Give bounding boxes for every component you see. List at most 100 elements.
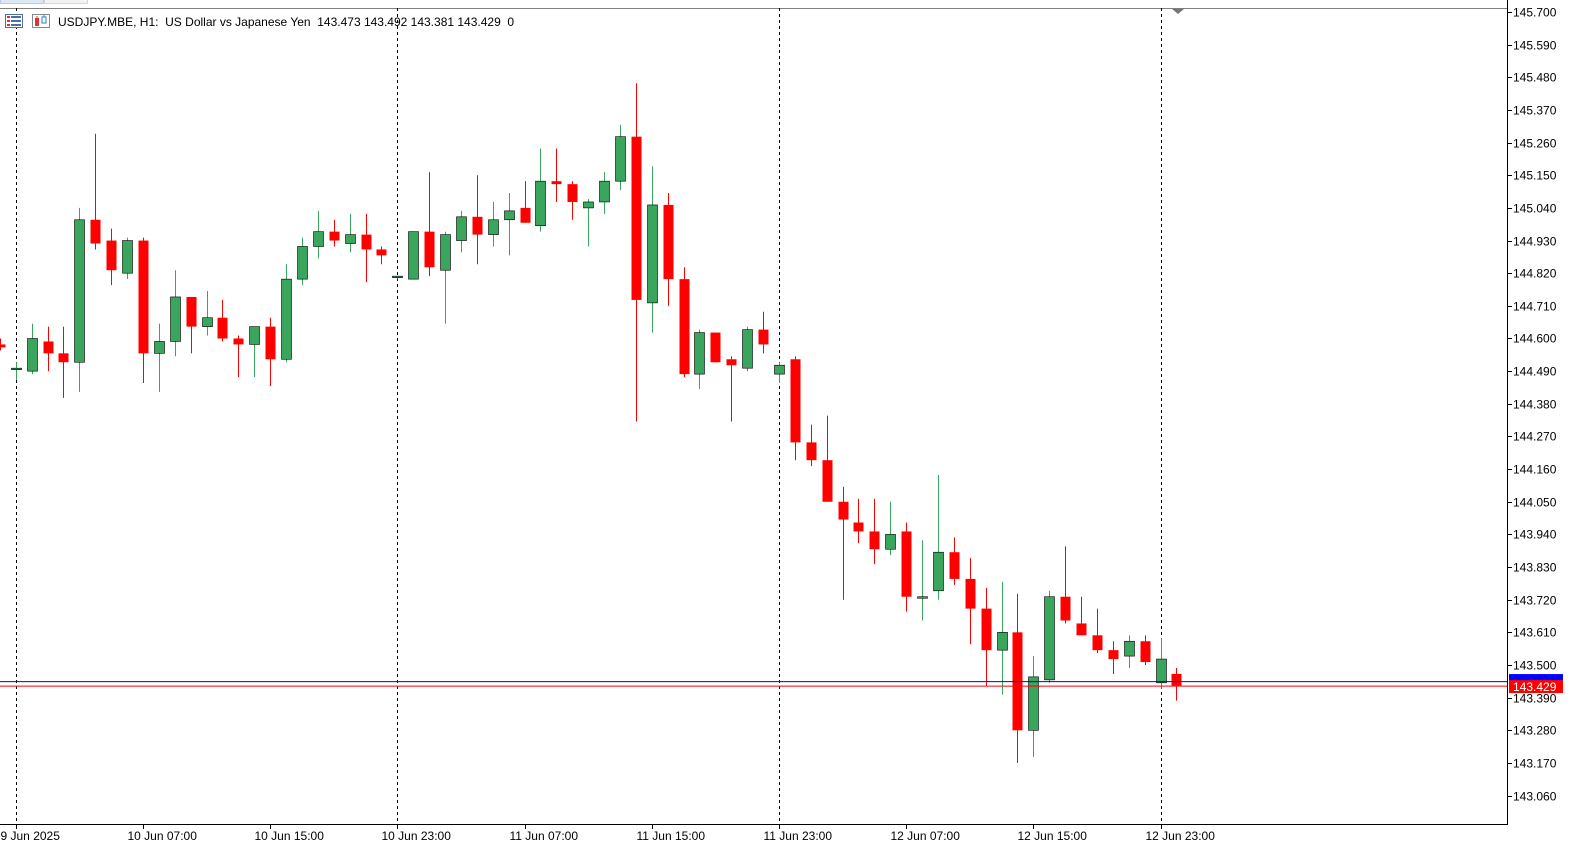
candle-body xyxy=(424,231,435,268)
candle xyxy=(1012,593,1023,763)
candle xyxy=(488,201,499,247)
candle xyxy=(376,246,387,265)
candle-body xyxy=(933,551,944,592)
candle xyxy=(392,275,403,280)
x-tick-label: 12 Jun 15:00 xyxy=(1018,829,1088,843)
time-axis[interactable]: 9 Jun 2025 10 Jun 07:00 10 Jun 15:00 10 Jun… xyxy=(1,824,1216,843)
candle-body xyxy=(647,204,658,304)
menu-list-icon[interactable] xyxy=(5,14,23,28)
candle-body xyxy=(313,231,324,247)
y-tick-label: 145.260 xyxy=(1513,137,1557,151)
candle xyxy=(567,181,578,220)
y-tick-label: 143.830 xyxy=(1513,561,1557,575)
chart-tab[interactable] xyxy=(0,0,44,4)
bid-badge xyxy=(1509,674,1563,685)
candle xyxy=(535,148,546,232)
candle xyxy=(790,356,801,461)
candle-body xyxy=(965,578,976,609)
y-tick-label: 143.720 xyxy=(1513,594,1557,608)
candle-body xyxy=(694,332,705,375)
chart-symbol-header: USDJPY.MBE, H1: US Dollar vs Japanese Ye… xyxy=(58,15,515,29)
candle xyxy=(885,501,896,556)
candle-body xyxy=(726,359,737,366)
candle-body xyxy=(11,367,22,370)
candle-body xyxy=(1044,596,1055,681)
y-tick-label: 143.280 xyxy=(1513,724,1557,738)
candle-body xyxy=(265,326,276,360)
candle xyxy=(615,124,626,191)
chart-type-icon[interactable] xyxy=(32,14,50,28)
y-tick-label: 143.500 xyxy=(1513,659,1557,673)
candle xyxy=(694,329,705,389)
y-tick-label: 144.930 xyxy=(1513,235,1557,249)
price-lines xyxy=(0,681,1507,687)
candle-body xyxy=(838,501,849,520)
candle-body xyxy=(1108,650,1119,660)
candle-body xyxy=(122,240,133,274)
candle-body xyxy=(361,234,372,250)
y-tick-label: 144.710 xyxy=(1513,300,1557,314)
last-price-badge-label: 143.429 xyxy=(1513,680,1557,694)
candle xyxy=(170,270,181,357)
candle-body xyxy=(535,180,546,227)
candle xyxy=(217,299,228,342)
y-tick-label: 144.050 xyxy=(1513,496,1557,510)
price-axis[interactable]: 145.700 145.590 145.480 145.370 145.260 145.1… xyxy=(1507,6,1557,804)
candle-body xyxy=(504,210,515,221)
y-tick-label: 144.820 xyxy=(1513,267,1557,281)
y-tick-label: 143.060 xyxy=(1513,790,1557,804)
candle xyxy=(1171,667,1182,701)
candle xyxy=(90,133,101,250)
candle xyxy=(265,317,276,386)
candle-body xyxy=(981,608,992,651)
candle-body xyxy=(408,231,419,280)
candle-body xyxy=(869,531,880,550)
last-price-badge-box xyxy=(1509,680,1563,694)
candle xyxy=(408,231,419,280)
candle-body xyxy=(567,184,578,202)
candle-body xyxy=(233,338,244,345)
candle-body xyxy=(583,201,594,209)
candle xyxy=(154,323,165,392)
y-tick-label: 145.590 xyxy=(1513,39,1557,53)
candle xyxy=(726,356,737,422)
candle-body xyxy=(742,329,753,369)
candle xyxy=(710,332,721,363)
y-tick-label: 143.940 xyxy=(1513,528,1557,542)
candle-body xyxy=(758,329,769,345)
candle xyxy=(901,522,912,612)
candle-body xyxy=(43,341,54,354)
candle-body xyxy=(249,326,260,345)
candle-body xyxy=(520,207,531,223)
candle-body xyxy=(472,216,483,235)
y-tick-label: 145.700 xyxy=(1513,6,1557,20)
candle-body xyxy=(392,275,403,278)
candle xyxy=(917,540,928,621)
last-price-badge: 143.429 xyxy=(1509,674,1563,694)
candle xyxy=(361,213,372,283)
candle xyxy=(822,415,833,502)
candle xyxy=(313,210,324,259)
candle xyxy=(774,362,785,384)
candle-body xyxy=(74,219,85,363)
candle-body xyxy=(599,180,610,203)
candle xyxy=(424,172,435,277)
chart-tab-secondary[interactable] xyxy=(44,0,88,4)
candle xyxy=(965,558,976,645)
candle-body xyxy=(679,279,690,375)
candle-body xyxy=(790,359,801,443)
candle-body xyxy=(615,136,626,182)
window-top-strip xyxy=(0,0,1576,6)
candle-body xyxy=(949,552,960,579)
candle xyxy=(106,228,117,286)
candle xyxy=(122,237,133,280)
candle xyxy=(11,362,22,381)
chart-shift-marker-icon[interactable] xyxy=(1172,9,1184,14)
candle-body xyxy=(170,296,181,342)
candle xyxy=(74,207,85,392)
candle-body xyxy=(806,442,817,461)
candle-body xyxy=(345,234,356,244)
y-tick-label: 145.150 xyxy=(1513,169,1557,183)
candle-body xyxy=(217,317,228,339)
